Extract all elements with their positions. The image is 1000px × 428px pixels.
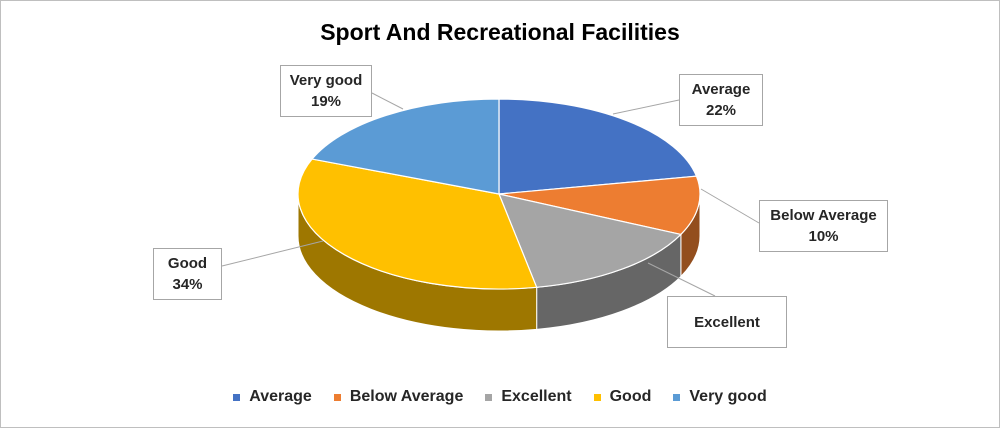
legend-item-excellent: Excellent [485,388,572,406]
leader-line-very-good [371,92,404,110]
data-label-value: 19% [310,93,342,110]
legend-label: Below Average [349,388,464,405]
legend-item-average: Average [233,388,312,406]
legend-label: Excellent [501,388,572,405]
legend-item-very-good: Very good [673,388,767,406]
pie-slice-good [297,158,538,290]
data-label-category: Excellent [694,313,760,331]
legend: Average Below Average Excellent Good Very go… [1,388,999,406]
leader-line-good [221,240,324,267]
pie-slice-very-good [310,98,500,195]
data-label-category: Below Average [770,207,877,224]
legend-swatch [485,393,493,401]
chart-title: Sport And Recreational Facilities [320,19,680,45]
pie-slice-excellent [498,193,683,288]
leader-line-average [612,99,680,115]
legend-swatch [233,393,241,401]
data-label-category: Good [167,255,208,272]
legend-label: Average [249,388,312,405]
pie-slice-average [498,98,698,195]
data-label-good: Good 34% [153,248,222,300]
leader-line-excellent [647,262,716,297]
legend-item-good: Good [593,388,652,406]
data-label-category: Very good [289,72,363,89]
legend-swatch [333,393,341,401]
data-label-very-good: Very good 19% [280,65,372,117]
legend-label: Good [609,388,652,405]
data-label-value: 34% [172,276,203,293]
data-label-average: Average 22% [679,74,763,126]
data-label-below-average: Below Average 10% [759,200,888,252]
leader-line-below-average [700,188,760,224]
data-label-category: Average [691,81,751,98]
data-label-value: 10% [808,228,839,245]
data-label-excellent: Excellent [667,296,787,348]
legend-swatch [673,393,681,401]
legend-swatch [593,393,601,401]
legend-label: Very good [689,388,767,405]
pie-slice-below-average [498,175,701,236]
data-label-value: 22% [705,102,737,119]
legend-item-below-average: Below Average [333,388,464,406]
